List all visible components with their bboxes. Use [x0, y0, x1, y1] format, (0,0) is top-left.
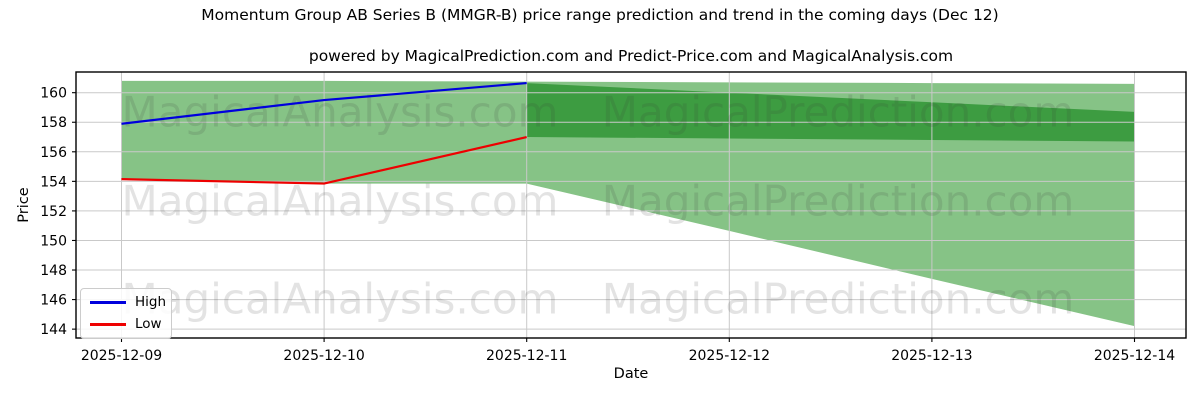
y-tick-label: 150 [40, 233, 67, 249]
y-tick-label: 146 [40, 293, 67, 309]
legend-item-low: Low [90, 315, 162, 332]
prediction-range-outer [121, 80, 1135, 327]
y-tick-label: 158 [40, 115, 67, 131]
high-line-swatch [90, 301, 126, 305]
watermark-text: MagicalAnalysis.com [122, 275, 559, 324]
x-tick-label: 2025-12-09 [81, 348, 162, 364]
watermark-text: MagicalAnalysis.com [122, 88, 559, 137]
y-axis-label: Price [16, 187, 32, 223]
series-line-low [121, 135, 527, 185]
legend-item-high: High [90, 295, 166, 310]
watermark-text: MagicalPrediction.com [602, 88, 1075, 137]
x-tick-label: 2025-12-14 [1094, 348, 1175, 364]
y-tick-label: 154 [40, 174, 67, 190]
watermark-text: MagicalPrediction.com [602, 275, 1075, 324]
series-line-high [121, 81, 527, 125]
x-tick-label: 2025-12-11 [486, 348, 567, 364]
x-tick-label: 2025-12-12 [689, 348, 770, 364]
y-tick-label: 148 [40, 263, 67, 279]
y-tick-label: 160 [40, 86, 67, 102]
y-tick-label: 156 [40, 145, 67, 161]
chart-title: Momentum Group AB Series B (MMGR-B) pric… [201, 6, 999, 24]
legend: High Low [80, 288, 172, 339]
prediction-range-inner [526, 83, 1135, 142]
y-tick-label: 152 [40, 204, 67, 220]
legend-label-low: Low [135, 315, 162, 332]
y-tick-label: 144 [40, 322, 67, 338]
plot-border [75, 71, 1187, 339]
x-axis-label: Date [613, 366, 649, 382]
watermark-text: MagicalPrediction.com [602, 177, 1075, 226]
watermark-text: MagicalAnalysis.com [122, 177, 559, 226]
x-tick-label: 2025-12-13 [891, 348, 972, 364]
chart-subtitle: powered by MagicalPrediction.com and Pre… [308, 47, 954, 65]
legend-label-high: High [135, 294, 167, 310]
x-tick-label: 2025-12-10 [283, 348, 364, 364]
low-line-swatch [90, 322, 126, 326]
